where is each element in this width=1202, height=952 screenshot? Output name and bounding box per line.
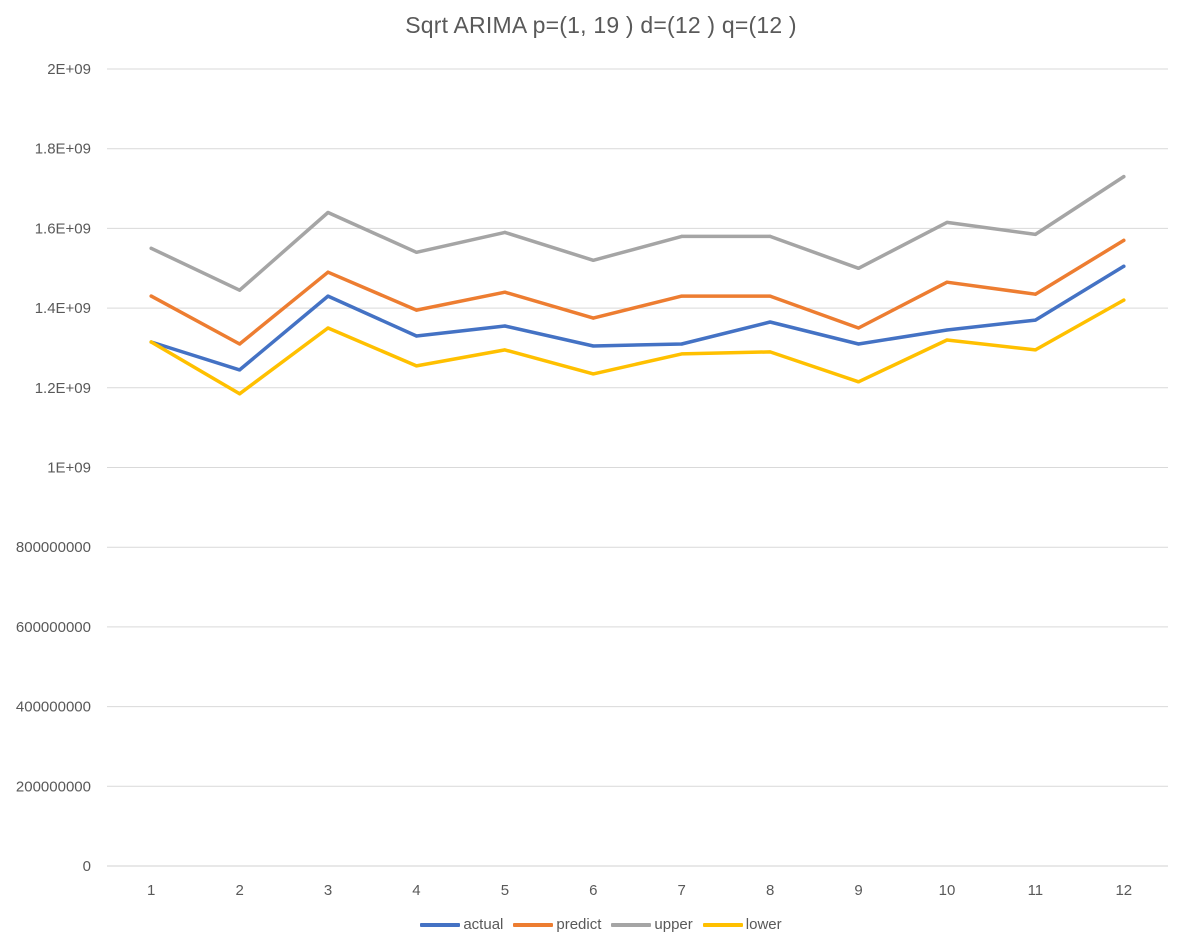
x-tick-label: 7 <box>678 882 686 899</box>
x-tick-label: 5 <box>501 882 509 899</box>
series-line-upper <box>149 174 1126 292</box>
data-point-actual <box>591 344 595 348</box>
data-point-upper <box>945 220 949 225</box>
y-axis-tick-labels: 0 200000000 400000000 600000000 800000000 1E+… <box>16 61 91 875</box>
y-tick-label: 2E+09 <box>47 61 91 78</box>
x-tick-label: 12 <box>1115 882 1132 899</box>
x-tick-label: 9 <box>854 882 862 899</box>
y-tick-label: 0 <box>83 858 91 875</box>
data-point-upper <box>238 288 242 292</box>
data-point-actual <box>768 320 772 324</box>
y-tick-label: 1.4E+09 <box>35 300 91 317</box>
chart-title: Sqrt ARIMA p=(1, 19 ) d=(12 ) q=(12 ) <box>405 12 797 38</box>
data-point-actual <box>238 368 242 372</box>
x-tick-label: 4 <box>412 882 420 899</box>
x-tick-label: 11 <box>1028 882 1044 899</box>
data-point-actual <box>1033 318 1037 322</box>
data-point-predict <box>680 294 684 298</box>
data-point-predict <box>856 326 861 330</box>
data-point-lower <box>680 352 684 356</box>
legend-label: upper <box>654 916 693 933</box>
y-tick-label: 600000000 <box>16 619 91 636</box>
legend: actual predict upper lower <box>0 916 1202 933</box>
data-point-lower <box>503 348 507 352</box>
x-tick-label: 6 <box>589 882 597 899</box>
data-point-predict <box>1033 292 1037 296</box>
legend-swatch <box>702 922 743 927</box>
legend-swatch <box>420 922 461 927</box>
legend-item-actual: actual <box>420 916 503 933</box>
data-point-lower <box>149 340 153 344</box>
y-tick-label: 400000000 <box>16 699 91 716</box>
series-line-actual <box>149 264 1126 372</box>
legend-label: actual <box>463 916 504 933</box>
data-point-lower <box>945 338 949 342</box>
data-point-lower <box>1033 348 1037 352</box>
data-point-actual <box>945 328 949 332</box>
x-tick-label: 1 <box>147 882 155 899</box>
data-point-actual <box>503 324 507 328</box>
data-point-predict <box>326 270 330 274</box>
y-tick-label: 1E+09 <box>47 460 91 477</box>
y-tick-label: 800000000 <box>16 539 91 556</box>
data-point-upper <box>856 266 861 270</box>
x-tick-label: 3 <box>324 882 332 899</box>
y-tick-label: 1.6E+09 <box>35 220 91 237</box>
data-point-upper <box>1033 232 1037 236</box>
legend-item-predict: predict <box>513 916 601 933</box>
data-point-predict <box>414 308 419 312</box>
data-point-lower <box>414 364 419 368</box>
x-tick-label: 8 <box>766 882 774 899</box>
series-actual <box>149 264 1126 372</box>
legend-swatch <box>513 922 554 927</box>
data-point-upper <box>503 230 507 234</box>
y-gridlines <box>107 68 1168 867</box>
data-point-predict <box>238 342 242 346</box>
legend-item-upper: upper <box>611 916 693 933</box>
series-line-predict <box>149 238 1126 346</box>
data-point-lower <box>856 380 861 384</box>
series-lower <box>149 298 1126 396</box>
data-point-predict <box>1122 238 1126 242</box>
y-tick-label: 1.8E+09 <box>35 141 91 158</box>
series-predict <box>149 238 1126 346</box>
data-point-lower <box>238 392 242 396</box>
series-line-lower <box>149 298 1126 396</box>
data-point-upper <box>768 234 772 238</box>
legend-label: predict <box>556 916 602 933</box>
x-axis-tick-labels: 1 2 3 4 5 6 7 8 9 10 11 12 <box>147 882 1132 899</box>
x-tick-label: 10 <box>939 882 956 899</box>
data-point-actual <box>680 342 684 346</box>
legend-item-lower: lower <box>702 916 782 933</box>
legend-swatch <box>611 922 652 927</box>
data-point-actual <box>1122 264 1126 268</box>
data-point-actual <box>414 334 419 338</box>
data-point-predict <box>503 290 507 294</box>
data-point-lower <box>1122 298 1126 302</box>
data-point-predict <box>591 316 595 320</box>
data-point-actual <box>856 342 861 346</box>
data-point-upper <box>149 246 153 250</box>
data-point-lower <box>768 350 772 354</box>
y-tick-label: 1.2E+09 <box>35 380 91 397</box>
data-point-lower <box>326 326 330 330</box>
data-point-predict <box>945 280 949 284</box>
data-point-upper <box>680 234 684 238</box>
data-point-predict <box>768 294 772 298</box>
y-tick-label: 200000000 <box>16 778 91 795</box>
data-point-upper <box>1122 174 1126 179</box>
data-point-upper <box>591 258 595 262</box>
data-point-predict <box>149 294 153 298</box>
data-point-actual <box>326 294 330 298</box>
legend-label: lower <box>745 916 782 933</box>
data-point-lower <box>591 372 595 376</box>
data-point-upper <box>414 250 419 254</box>
data-point-upper <box>326 210 330 215</box>
series-upper <box>149 174 1126 292</box>
x-tick-label: 2 <box>235 882 243 899</box>
